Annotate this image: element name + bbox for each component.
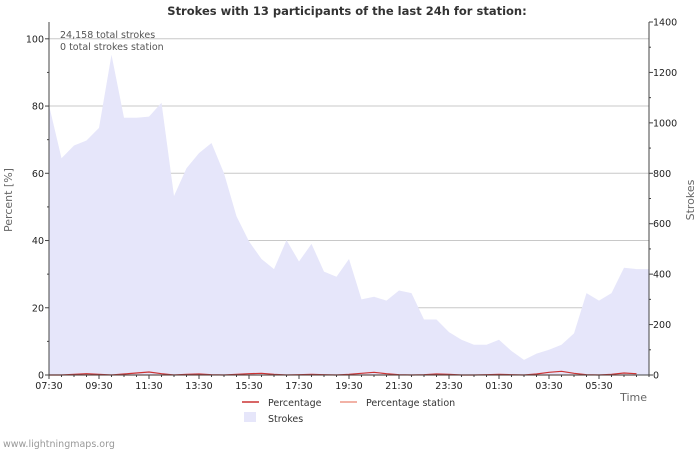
right-tick-label-200: 200 [653,320,671,331]
legend-label-percentage-station: Percentage station [366,398,455,409]
left-tick-label-0: 0 [38,371,44,382]
x-tick-label-4: 15:30 [235,381,262,392]
y-axis-left-label: Percent [%] [2,168,15,232]
x-tick-label-3: 13:30 [185,381,212,392]
legend: Percentage Percentage station Strokes [242,398,455,425]
right-tick-label-600: 600 [653,219,671,230]
legend-label-percentage: Percentage [268,398,322,409]
left-tick-label-80: 80 [32,102,44,113]
left-tick-label-20: 20 [32,303,44,314]
x-tick-label-10: 03:30 [535,381,562,392]
left-axis-ticks: 0 20 40 60 80 100 [26,34,49,382]
strokes-area-layer [49,54,649,376]
chart-title: Strokes with 13 participants of the last… [167,4,526,18]
x-tick-label-9: 01:30 [485,381,512,392]
x-tick-label-7: 21:30 [385,381,412,392]
x-axis-label: Time [619,391,647,404]
annotation-station-strokes: 0 total strokes station [60,42,164,53]
legend-label-strokes: Strokes [268,414,303,425]
legend-swatch-strokes [244,412,256,422]
x-tick-label-0: 07:30 [35,381,62,392]
right-tick-label-1200: 1200 [653,68,677,79]
right-axis-ticks: 0 200 400 600 800 1000 1200 1400 [649,18,677,382]
strokes-area [49,54,649,376]
x-tick-label-6: 19:30 [335,381,362,392]
x-tick-label-8: 23:30 [435,381,462,392]
x-axis-ticks: 07:30 09:30 11:30 13:30 15:30 17:30 19:30 21:30… [35,375,650,392]
right-tick-label-0: 0 [653,371,659,382]
right-tick-label-800: 800 [653,169,671,180]
x-tick-label-1: 09:30 [85,381,112,392]
y-axis-right-label: Strokes [684,179,697,220]
right-tick-label-1400: 1400 [653,18,677,29]
x-tick-label-5: 17:30 [285,381,312,392]
footer-source: www.lightningmaps.org [3,439,115,450]
annotation-total-strokes: 24,158 total strokes [60,30,155,41]
x-tick-label-2: 11:30 [135,381,162,392]
left-tick-label-60: 60 [32,169,44,180]
left-tick-label-100: 100 [26,34,44,45]
right-tick-label-400: 400 [653,270,671,281]
left-tick-label-40: 40 [32,236,44,247]
right-tick-label-1000: 1000 [653,118,677,129]
x-tick-label-11: 05:30 [585,381,612,392]
